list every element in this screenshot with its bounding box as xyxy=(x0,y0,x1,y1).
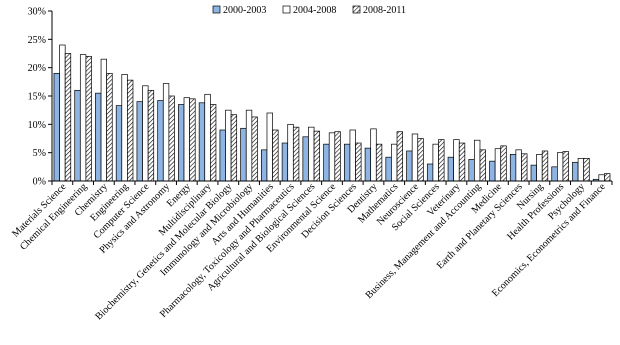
bar xyxy=(349,129,356,182)
bar xyxy=(541,150,549,182)
bar xyxy=(494,148,502,182)
bar xyxy=(136,101,143,182)
bar xyxy=(240,127,247,182)
bar xyxy=(121,74,128,182)
bar xyxy=(453,139,460,182)
bar xyxy=(583,157,590,182)
bar xyxy=(142,85,149,182)
bar xyxy=(178,104,185,182)
y-tick-label: 25% xyxy=(28,35,46,46)
bar xyxy=(261,149,268,182)
bar xyxy=(509,154,517,182)
bar xyxy=(127,79,134,182)
bar xyxy=(536,154,543,182)
bar xyxy=(323,143,330,182)
bar xyxy=(604,173,611,182)
bar xyxy=(530,164,537,182)
bar xyxy=(106,72,113,182)
bar xyxy=(411,133,419,182)
bar xyxy=(426,163,434,182)
bar xyxy=(100,58,108,182)
bar xyxy=(598,174,605,182)
bar xyxy=(375,143,383,182)
bar xyxy=(313,130,321,182)
bar xyxy=(551,166,558,182)
bar xyxy=(162,83,170,182)
bar xyxy=(198,102,206,182)
bar xyxy=(302,136,309,182)
bar xyxy=(95,92,102,182)
bar xyxy=(489,160,496,182)
bar xyxy=(245,109,253,182)
bar xyxy=(53,72,60,182)
bar xyxy=(432,143,439,182)
y-tick-label: 0% xyxy=(33,177,46,188)
bar xyxy=(204,93,211,182)
bar xyxy=(391,143,398,182)
bar xyxy=(474,139,481,182)
bar xyxy=(343,143,351,182)
y-tick-label: 15% xyxy=(28,92,46,103)
bar xyxy=(447,156,454,182)
bar xyxy=(562,151,569,182)
bar xyxy=(396,131,403,182)
legend-label: 2004-2008 xyxy=(293,5,336,16)
legend-label: 2000-2003 xyxy=(223,5,266,16)
bar xyxy=(59,44,66,182)
bar xyxy=(438,139,445,182)
bar xyxy=(168,95,175,182)
bar xyxy=(219,129,226,182)
bar xyxy=(64,53,72,182)
bar xyxy=(328,132,336,182)
bar xyxy=(287,123,294,182)
bar xyxy=(79,54,87,182)
bar xyxy=(556,152,564,182)
legend-swatch xyxy=(282,5,291,14)
bar xyxy=(334,131,341,182)
bar xyxy=(189,98,196,182)
bar xyxy=(115,105,123,182)
legend-label: 2008-2011 xyxy=(363,5,406,16)
bar xyxy=(515,149,522,182)
bar xyxy=(364,147,372,182)
bar xyxy=(147,89,155,182)
bar xyxy=(479,149,486,182)
bar xyxy=(355,142,362,182)
bar xyxy=(417,138,424,182)
legend-swatch xyxy=(212,5,221,14)
y-tick-label: 10% xyxy=(28,120,46,131)
bar xyxy=(74,89,81,182)
bar xyxy=(572,161,579,182)
legend-swatch xyxy=(352,5,361,14)
bar xyxy=(210,104,217,182)
bar xyxy=(85,55,92,182)
bar xyxy=(468,159,475,182)
bar xyxy=(500,145,507,182)
y-tick-label: 30% xyxy=(28,7,46,18)
bar xyxy=(266,112,273,182)
bar xyxy=(183,97,190,182)
bar xyxy=(281,142,289,182)
bar xyxy=(272,129,279,182)
bar xyxy=(385,156,392,182)
y-tick-label: 5% xyxy=(33,148,46,159)
bar xyxy=(251,116,258,182)
bar xyxy=(225,109,232,182)
bar xyxy=(292,126,300,182)
bar xyxy=(230,114,238,182)
bar xyxy=(521,153,528,182)
bar xyxy=(458,142,466,182)
y-tick-label: 20% xyxy=(28,63,46,74)
bar xyxy=(406,150,413,182)
bar xyxy=(157,100,164,182)
bar xyxy=(308,126,315,182)
bar xyxy=(577,157,585,182)
bar xyxy=(370,128,377,182)
